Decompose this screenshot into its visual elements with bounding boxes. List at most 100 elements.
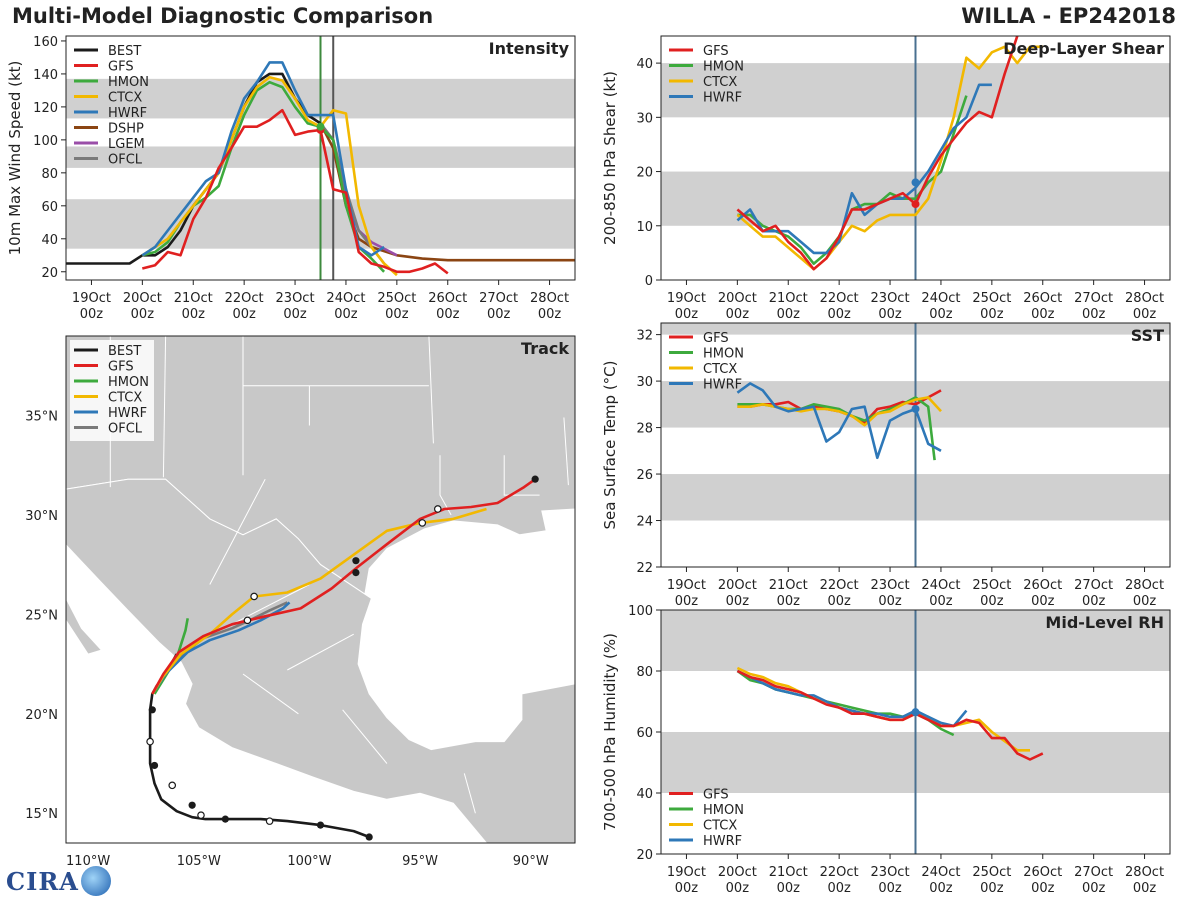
track-position-dot — [365, 833, 373, 841]
x-tick-label: 26Oct — [1023, 865, 1062, 880]
y-tick-label: 32 — [636, 329, 653, 344]
x-tick-label: 00z — [827, 881, 851, 896]
x-tick-label: 00z — [675, 594, 699, 609]
x-tick-label: 27Oct — [1074, 291, 1113, 306]
x-tick-label: 00z — [1133, 307, 1157, 322]
legend-label-ofcl: OFCL — [108, 422, 143, 437]
track-position-dot — [188, 801, 196, 809]
marker-hmon — [316, 122, 325, 131]
region-border — [503, 455, 540, 496]
logo-text: CIRA — [6, 866, 79, 896]
x-tick-label: 28Oct — [530, 291, 569, 306]
x-tick-label: 00z — [878, 594, 902, 609]
legend-label-gfs: GFS — [703, 788, 729, 803]
lat-tick-label: 30°N — [25, 509, 58, 524]
y-tick-label: 28 — [636, 422, 653, 437]
x-tick-label: 00z — [878, 307, 902, 322]
x-tick-label: 00z — [929, 881, 953, 896]
x-tick-label: 00z — [675, 881, 699, 896]
x-tick-label: 00z — [980, 307, 1004, 322]
marker-hwrf — [911, 708, 920, 717]
legend-label-hwrf: HWRF — [703, 834, 742, 849]
x-tick-label: 27Oct — [1074, 578, 1113, 593]
x-tick-label: 27Oct — [479, 291, 518, 306]
y-tick-label: 80 — [636, 665, 653, 680]
x-tick-label: 00z — [726, 307, 750, 322]
y-tick-label: 60 — [636, 726, 653, 741]
lon-tick-label: 95°W — [402, 854, 438, 869]
legend-label-hmon: HMON — [108, 375, 149, 390]
y-tick-label: 0 — [645, 274, 653, 289]
series-hwrf — [736, 669, 968, 728]
series-gfs — [141, 108, 449, 275]
marker-hwrf — [911, 404, 920, 413]
lon-tick-label: 90°W — [513, 854, 549, 869]
panel-intensity: 2040608010012014016019Oct00z20Oct00z21Oc… — [6, 35, 576, 322]
x-tick-label: 20Oct — [718, 578, 757, 593]
series-ctcx — [737, 396, 942, 427]
legend-label-ctcx: CTCX — [703, 362, 737, 377]
x-tick-label: 24Oct — [921, 865, 960, 880]
region-border — [287, 633, 354, 671]
x-tick-label: 24Oct — [921, 291, 960, 306]
panel-shear: 01020304019Oct00z20Oct00z21Oct00z22Oct00… — [601, 35, 1171, 322]
track-position-dot — [148, 706, 156, 714]
track-position-dot — [316, 821, 325, 829]
plot-frame — [660, 35, 1171, 281]
land-mexico — [66, 478, 575, 843]
region-border — [242, 673, 299, 715]
x-tick-label: 00z — [675, 307, 699, 322]
x-tick-label: 00z — [980, 594, 1004, 609]
legend-label-hwrf: HWRF — [703, 91, 742, 106]
y-tick-label: 30 — [636, 111, 653, 126]
region-border — [463, 773, 476, 814]
y-tick-label: 40 — [41, 233, 58, 248]
x-tick-label: 22Oct — [820, 578, 859, 593]
legend-label-gfs: GFS — [703, 331, 729, 346]
x-tick-label: 21Oct — [769, 578, 808, 593]
x-tick-label: 00z — [777, 594, 801, 609]
x-tick-label: 25Oct — [972, 578, 1011, 593]
map-frame — [65, 335, 576, 844]
x-tick-label: 26Oct — [428, 291, 467, 306]
track-position-open — [418, 519, 427, 527]
legend-label-hwrf: HWRF — [108, 106, 147, 121]
x-tick-label: 00z — [1133, 594, 1157, 609]
x-tick-label: 00z — [232, 307, 256, 322]
x-tick-label: 20Oct — [718, 291, 757, 306]
y-axis-label: 200-850 hPa Shear (kt) — [601, 71, 619, 245]
y-axis-label: 10m Max Wind Speed (kt) — [6, 61, 24, 256]
x-tick-label: 27Oct — [1074, 865, 1113, 880]
map-content — [66, 336, 575, 843]
plot-frame — [65, 35, 576, 281]
marker-hwrf — [911, 178, 920, 187]
legend-label-ctcx: CTCX — [703, 75, 737, 90]
plot-content — [661, 610, 1170, 854]
x-tick-label: 00z — [827, 594, 851, 609]
x-tick-label: 20Oct — [718, 865, 757, 880]
legend-label-hmon: HMON — [703, 347, 744, 362]
globe-icon — [80, 866, 111, 896]
lat-tick-label: 35°N — [25, 410, 58, 425]
track-position-open — [146, 737, 154, 746]
y-tick-label: 10 — [636, 220, 653, 235]
region-border — [428, 336, 434, 444]
panel-track: 110°W 105°W 100°W 95°W 90°W 15°N 20°N 25°N 30°N 3… — [25, 335, 576, 869]
x-tick-label: 00z — [929, 307, 953, 322]
y-tick-label: 140 — [33, 68, 58, 83]
plot-content — [661, 323, 1170, 567]
x-tick-label: 25Oct — [377, 291, 416, 306]
region-border — [563, 417, 569, 486]
panel-title: Mid-Level RH — [1045, 613, 1164, 632]
legend-label-ctcx: CTCX — [703, 819, 737, 834]
region-border — [342, 709, 388, 764]
track-position-open — [197, 811, 205, 819]
x-tick-label: 00z — [1031, 881, 1055, 896]
plot-content — [66, 36, 575, 280]
track-position-dot — [221, 815, 229, 823]
x-tick-label: 00z — [1031, 307, 1055, 322]
lon-tick-label: 100°W — [287, 854, 331, 869]
legend-label-hmon: HMON — [703, 60, 744, 75]
land-baja — [66, 598, 103, 655]
track-position-open — [168, 781, 177, 790]
